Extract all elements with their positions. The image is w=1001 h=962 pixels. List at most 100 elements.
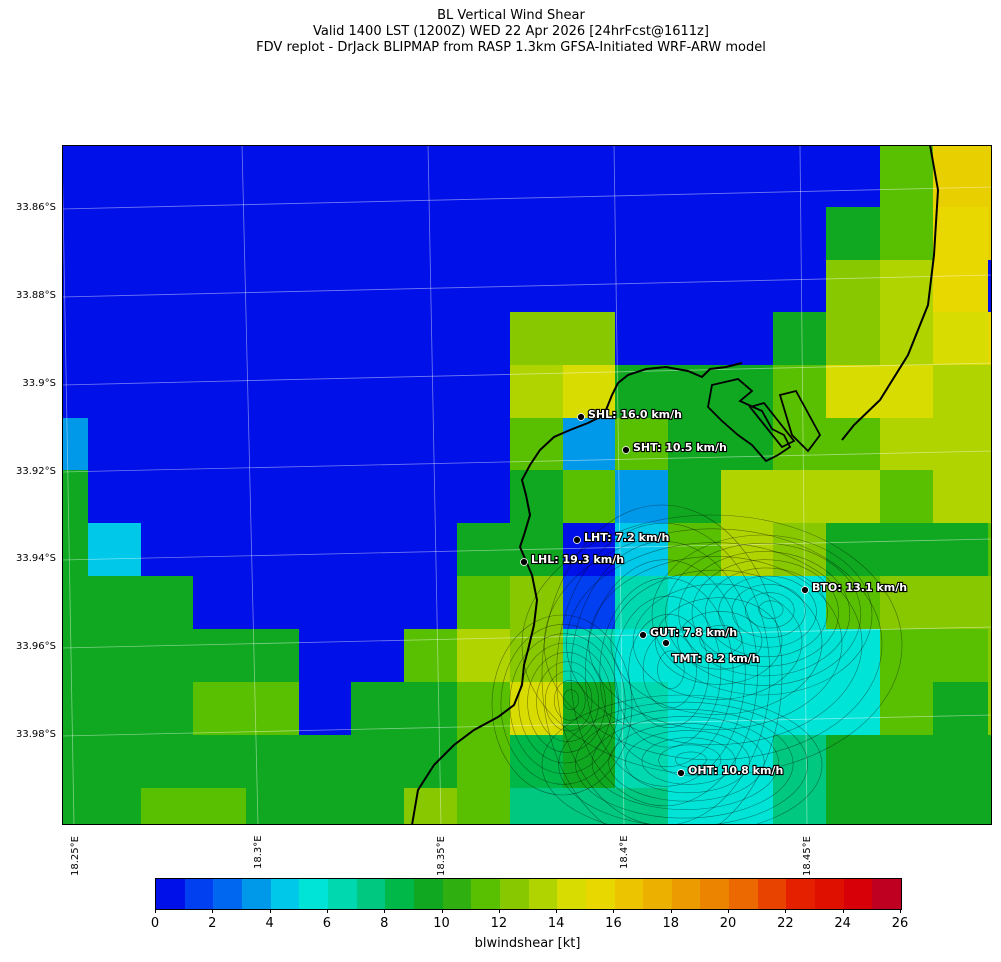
shear-grid xyxy=(62,145,992,825)
grid-cell xyxy=(510,145,564,208)
station-dot xyxy=(662,639,670,647)
grid-cell xyxy=(826,470,881,524)
colorbar-tick-label: 4 xyxy=(265,916,274,931)
grid-cell xyxy=(721,312,774,366)
colorbar-cell xyxy=(757,879,787,909)
colorbar-tick-label: 8 xyxy=(380,916,389,931)
grid-cell xyxy=(668,260,722,313)
grid-cell xyxy=(299,523,352,577)
colorbar-tickmark xyxy=(155,909,156,913)
grid-cell xyxy=(773,788,827,825)
grid-cell xyxy=(773,207,827,261)
grid-cell xyxy=(668,788,722,825)
grid-cell xyxy=(773,145,827,208)
colorbar-tickmark xyxy=(326,909,328,913)
colorbar-cell xyxy=(356,879,386,909)
map-canvas: SHL: 16.0 km/h SHT: 10.5 km/h LHT: 7.2 km/… xyxy=(62,145,992,825)
grid-cell xyxy=(62,682,89,736)
grid-cell xyxy=(615,145,669,208)
grid-cell xyxy=(351,145,405,208)
grid-cell xyxy=(62,145,89,208)
grid-cell xyxy=(721,145,774,208)
grid-cell xyxy=(457,312,511,366)
grid-cell xyxy=(988,260,992,313)
grid-cell xyxy=(62,735,89,789)
grid-cell xyxy=(457,629,511,683)
colorbar-tickmark xyxy=(728,909,730,913)
colorbar-cell xyxy=(270,879,300,909)
grid-cell xyxy=(988,629,992,683)
graticule xyxy=(62,145,992,825)
grid-cell xyxy=(193,260,247,313)
grid-cell xyxy=(299,418,352,471)
colorbar-cell xyxy=(213,879,242,909)
station-label: BTO: 13.1 km/h xyxy=(812,581,907,594)
grid-cell xyxy=(193,735,247,789)
grid-cell xyxy=(88,788,142,825)
grid-cell xyxy=(668,523,722,577)
grid-cell xyxy=(773,470,827,524)
colorbar-tickmark xyxy=(900,909,901,913)
wind-shear-map[interactable]: SHL: 16.0 km/h SHT: 10.5 km/h LHT: 7.2 km/… xyxy=(62,145,992,825)
grid-cell xyxy=(773,576,827,630)
colorbar-cell xyxy=(815,879,844,909)
grid-cell xyxy=(404,682,458,736)
colorbar-tick-label: 12 xyxy=(490,916,508,931)
grid-cell xyxy=(826,365,881,419)
grid-cell xyxy=(141,365,194,419)
grid-cell xyxy=(880,788,934,825)
colorbar-tick-label: 6 xyxy=(322,916,332,931)
grid-cell xyxy=(62,629,89,683)
grid-cell xyxy=(88,312,142,366)
grid-cell xyxy=(193,788,247,825)
grid-cell xyxy=(510,365,564,419)
colorbar-cell xyxy=(843,879,873,909)
title-line-3: FDV replot - DrJack BLIPMAP from RASP 1.… xyxy=(256,40,766,55)
lon-label: 18.25°E xyxy=(70,836,81,876)
grid-cell xyxy=(615,312,669,366)
grid-cell xyxy=(563,418,616,471)
grid-cell xyxy=(141,735,194,789)
grid-cell xyxy=(351,470,405,524)
grid-cell xyxy=(773,735,827,789)
colorbar-cell xyxy=(643,879,672,909)
grid-cell xyxy=(246,145,300,208)
grid-cell xyxy=(826,312,881,366)
lat-label: 33.96°S xyxy=(16,641,56,652)
grid-cell xyxy=(457,735,511,789)
grid-cell xyxy=(563,629,616,683)
grid-cell xyxy=(351,418,405,471)
colorbar-cell xyxy=(729,879,758,909)
grid-cell xyxy=(988,207,992,261)
breakwater-outline xyxy=(748,389,822,453)
grid-cell xyxy=(773,523,827,577)
grid-cell xyxy=(457,523,511,577)
grid-cell xyxy=(721,682,774,736)
grid-cell xyxy=(668,629,722,683)
grid-cell xyxy=(193,207,247,261)
grid-cell xyxy=(62,365,89,419)
colorbar-cell xyxy=(156,879,185,909)
grid-cell xyxy=(826,629,881,683)
grid-cell xyxy=(62,207,89,261)
grid-cell xyxy=(880,629,934,683)
grid-cell xyxy=(404,629,458,683)
colorbar-cell xyxy=(585,879,615,909)
colorbar xyxy=(155,878,902,910)
grid-cell xyxy=(563,788,616,825)
grid-cell xyxy=(351,207,405,261)
grid-cell xyxy=(880,523,934,577)
lon-label: 18.35°E xyxy=(436,836,447,876)
grid-cell xyxy=(988,523,992,577)
grid-cell xyxy=(88,576,142,630)
grid-cell xyxy=(988,576,992,630)
colorbar-tick-label: 22 xyxy=(777,916,794,931)
grid-cell xyxy=(826,207,881,261)
grid-cell xyxy=(404,470,458,524)
grid-cell xyxy=(457,788,511,825)
grid-cell xyxy=(457,682,511,736)
grid-cell xyxy=(88,629,142,683)
grid-cell xyxy=(299,470,352,524)
grid-cell xyxy=(351,365,405,419)
grid-cell xyxy=(933,735,989,789)
